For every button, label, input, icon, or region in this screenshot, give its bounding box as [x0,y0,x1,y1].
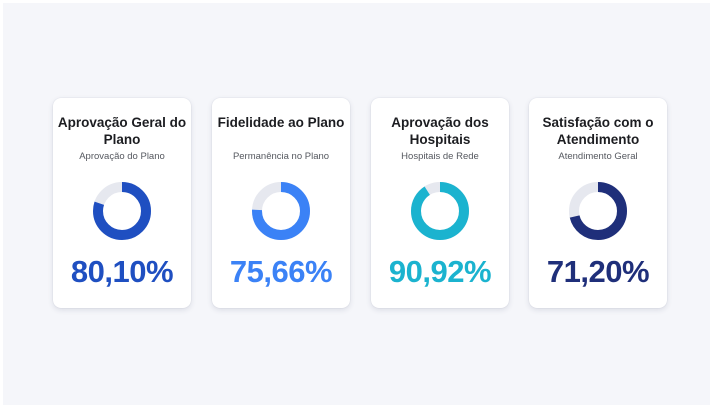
donut-svg [411,182,469,240]
kpi-card-hospital-approval: Aprovação dos Hospitais Hospitais de Red… [371,98,509,308]
card-title: Satisfação com o Atendimento [542,115,654,147]
card-title: Aprovação dos Hospitais [391,115,489,147]
card-title: Fidelidade ao Plano [217,115,345,130]
card-value: 90,92% [388,254,492,289]
donut-svg [252,182,310,240]
card-subtitle: Aprovação do Plano [79,151,165,162]
donut-progress-arc [411,182,469,240]
card-value: 75,66% [229,254,333,289]
donut-progress-arc [93,182,151,240]
card-value: 71,20% [546,254,650,289]
donut-svg [569,182,627,240]
kpi-cards: Aprovação Geral do Plano Aprovação do Pl… [53,98,667,308]
donut-svg [93,182,151,240]
donut-progress-arc [252,182,310,240]
card-title: Aprovação Geral do Plano [57,115,187,147]
donut-chart [569,182,627,240]
donut-chart [252,182,310,240]
donut-chart [411,182,469,240]
donut-progress-arc [569,182,627,240]
kpi-card-service-satisfaction: Satisfação com o Atendimento Atendimento… [529,98,667,308]
card-subtitle: Hospitais de Rede [401,151,479,162]
donut-chart [93,182,151,240]
dashboard-panel: Aprovação Geral do Plano Aprovação do Pl… [3,3,710,405]
card-subtitle: Atendimento Geral [558,151,638,162]
card-value: 80,10% [70,254,174,289]
kpi-card-plan-approval: Aprovação Geral do Plano Aprovação do Pl… [53,98,191,308]
card-subtitle: Permanência no Plano [232,151,330,162]
kpi-card-plan-loyalty: Fidelidade ao Plano Permanência no Plano… [212,98,350,308]
